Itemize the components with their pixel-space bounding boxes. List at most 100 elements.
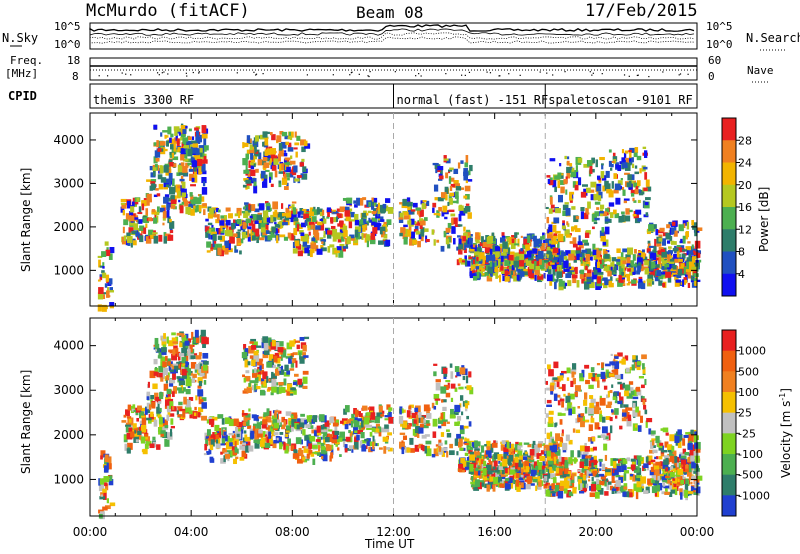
range-cell [364,438,369,442]
range-cell [622,409,626,413]
freq-dot [121,72,123,74]
range-cell [472,257,478,260]
range-cell [135,439,139,443]
range-cell [260,170,266,179]
range-cell [225,219,231,226]
range-cell [253,144,257,153]
range-cell [433,239,436,246]
range-cell [300,173,304,178]
range-cell [568,253,575,261]
range-cell [646,278,652,287]
range-cell [302,429,306,436]
range-cell [557,194,563,203]
range-cell [552,259,558,263]
range-cell [161,347,167,353]
range-cell [513,276,518,282]
range-cell [348,238,355,241]
freq-dot [186,75,188,77]
range-cell [99,478,105,485]
range-cell [603,385,608,390]
range-cell [141,417,147,425]
range-cell [146,193,152,201]
range-cell [192,143,199,148]
range-cell [629,267,633,276]
range-cell [658,280,663,286]
range-cell [276,437,279,441]
range-cell [278,381,284,386]
range-cell [274,223,281,228]
range-cell [387,432,393,436]
range-cell [184,355,189,362]
range-cell [553,217,560,224]
range-cell [425,445,430,450]
range-cell [250,338,257,342]
range-cell [473,242,477,246]
range-cell [281,131,288,137]
range-cell [696,279,701,283]
range-cell [576,280,580,288]
range-cell [557,233,564,242]
range-cell [604,218,610,222]
range-cell [273,355,278,363]
range-cell [645,197,651,201]
range-cell [580,211,585,220]
range-cell [574,181,580,185]
range-cell [153,371,158,376]
range-cell [545,206,549,210]
range-cell [236,219,242,225]
range-cell [102,266,105,269]
range-cell [475,241,480,244]
range-cell [412,239,418,245]
freq-dot [464,74,466,76]
freq-dot [415,75,417,77]
range-cell [694,228,698,237]
range-cell [543,444,550,453]
range-cell [407,229,412,237]
range-cell [522,271,528,276]
range-cell [271,226,276,233]
range-cell [685,246,692,251]
range-cell [537,274,544,280]
range-cell [201,415,208,421]
range-cell [320,424,323,432]
range-cell [667,444,673,450]
range-cell [614,374,621,379]
range-cell [593,266,600,275]
range-cell [326,207,331,213]
range-cell [621,412,627,417]
range-cell [414,220,417,225]
range-cell [266,378,271,382]
range-cell [256,214,263,221]
range-cell [534,274,537,281]
range-cell [450,177,455,182]
range-cell [579,373,583,379]
range-cell [627,174,632,181]
range-cell [297,378,302,385]
range-cell [646,230,651,233]
range-cell [104,505,111,510]
range-cell [263,349,270,355]
range-cell [272,364,277,369]
range-cell [504,258,510,266]
range-cell [351,413,355,419]
range-cell [628,281,632,284]
range-cell [339,243,345,252]
range-cell [241,210,246,214]
range-cell [242,234,248,239]
range-cell [459,367,466,375]
range-cell [182,342,188,350]
range-cell [423,404,430,412]
range-cell [247,185,250,189]
range-cell [539,472,543,479]
range-cell [369,219,374,223]
range-cell [237,242,242,245]
range-cell [552,236,557,244]
range-cell [211,231,217,235]
range-cell [527,235,531,243]
range-cell [302,385,308,390]
range-cell [691,244,694,250]
freq-dot [648,75,650,78]
range-cell [331,228,338,237]
range-cell [148,217,152,222]
range-cell [662,260,667,267]
